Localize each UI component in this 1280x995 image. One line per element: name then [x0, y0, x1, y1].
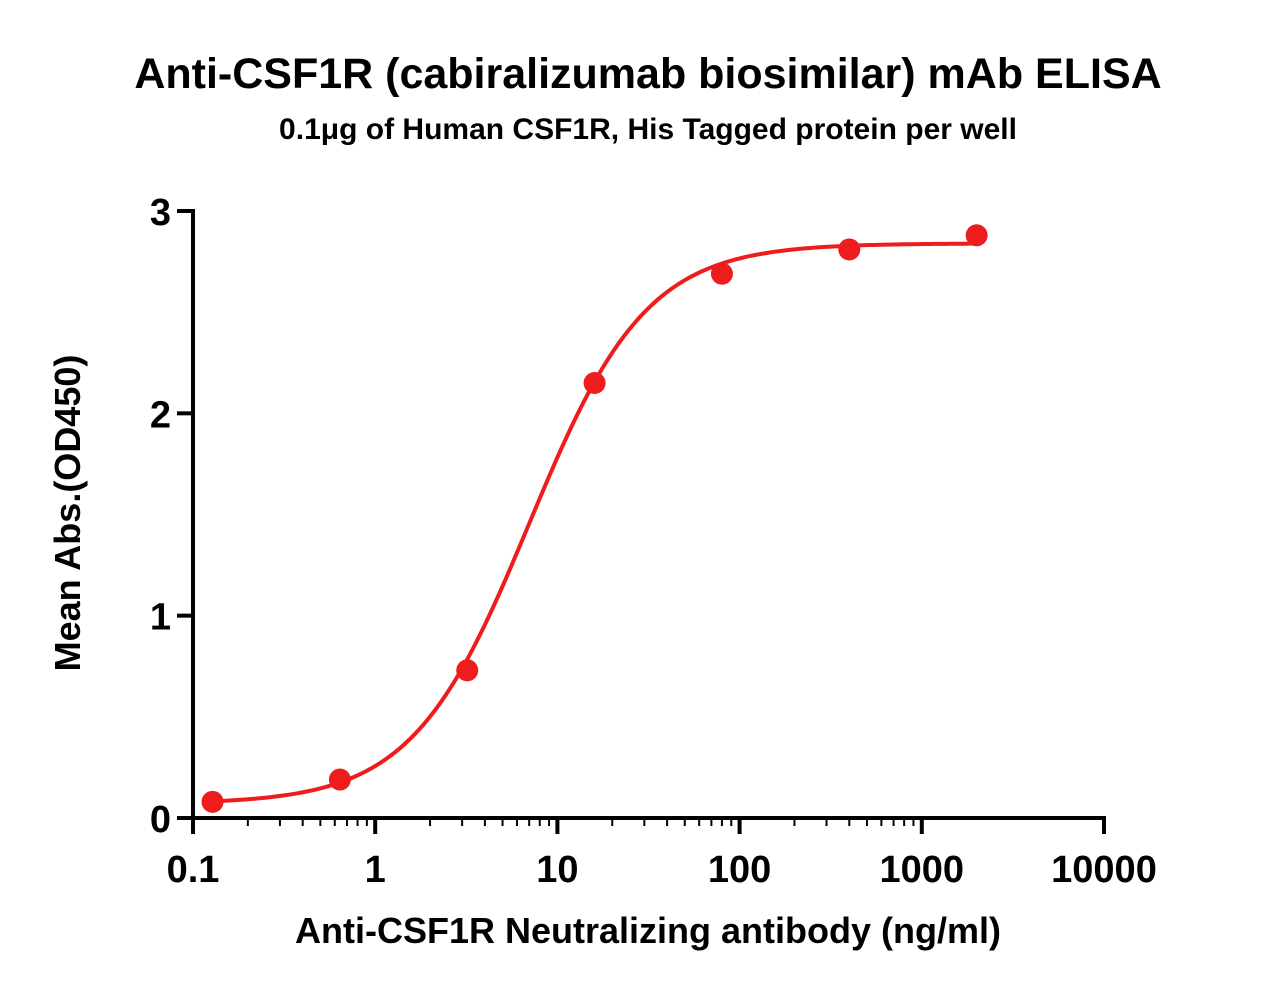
data-point [456, 659, 479, 682]
plot-area: 0 1 2 3 0.1 1 10 100 1000 10000 [150, 192, 1157, 891]
x-tick-label: 1000 [880, 849, 965, 891]
data-points [201, 224, 988, 813]
x-tick-label: 100 [708, 849, 771, 891]
x-tick-label: 10 [536, 849, 578, 891]
x-axis: 0.1 1 10 100 1000 10000 [167, 816, 1157, 891]
data-point [201, 790, 224, 813]
y-axis: 0 1 2 3 [150, 192, 195, 841]
data-point [328, 768, 351, 791]
chart-subtitle: 0.1μg of Human CSF1R, His Tagged protein… [279, 113, 1017, 146]
data-point [838, 238, 861, 261]
data-point [710, 262, 733, 285]
x-tick-label: 10000 [1051, 849, 1157, 891]
y-tick-label: 2 [150, 394, 171, 436]
x-tick-label: 0.1 [167, 849, 220, 891]
x-axis-label: Anti-CSF1R Neutralizing antibody (ng/ml) [295, 910, 1001, 951]
y-tick-label: 3 [150, 192, 171, 234]
chart-title: Anti-CSF1R (cabiralizumab biosimilar) mA… [134, 50, 1161, 98]
data-point [583, 371, 606, 394]
y-tick-label: 0 [150, 799, 171, 841]
y-axis-label: Mean Abs.(OD450) [47, 355, 88, 672]
data-point [965, 224, 988, 247]
y-tick-label: 1 [150, 597, 171, 639]
fit-curve [212, 241, 977, 804]
x-tick-label: 1 [365, 849, 386, 891]
